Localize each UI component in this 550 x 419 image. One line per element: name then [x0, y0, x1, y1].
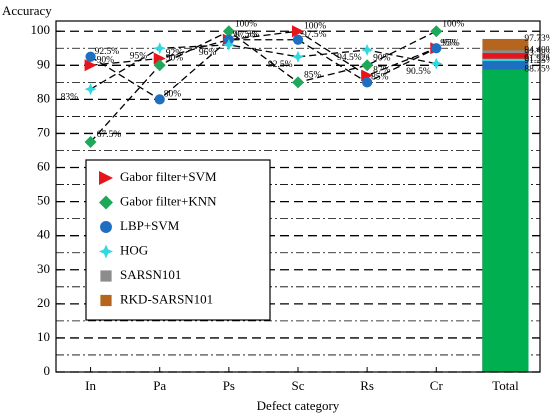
x-tick-label: Cr	[430, 378, 444, 393]
x-tick-label: Rs	[360, 378, 374, 393]
series-line	[90, 30, 437, 77]
value-label: 95%	[440, 38, 458, 48]
marker	[292, 76, 304, 89]
series-line	[90, 30, 437, 143]
value-label: 100%	[442, 19, 464, 29]
series-line	[90, 39, 437, 101]
legend: Gabor filter+SVM Gabor filter+KNN LBP+SVM H…	[85, 159, 271, 321]
value-label: 67.5%	[97, 130, 122, 140]
total-label: 91.25%	[524, 56, 550, 66]
marker	[153, 42, 166, 55]
legend-label: HOG	[120, 242, 148, 257]
value-label: 92%	[166, 49, 184, 59]
value-label: 95%	[130, 51, 148, 61]
marker	[292, 50, 304, 63]
y-tick-label: 30	[37, 261, 50, 276]
legend-label: RKD-SARSN101	[120, 291, 213, 306]
marker	[430, 57, 443, 70]
y-tick-label: 40	[37, 227, 50, 242]
value-label: 97.5%	[302, 30, 327, 40]
total-label: 91.92%	[524, 54, 550, 64]
total-label: 94.40%	[524, 45, 550, 55]
plot-frame	[55, 20, 541, 373]
marker	[362, 77, 373, 88]
marker	[84, 59, 97, 72]
value-label: 94.5%	[337, 53, 362, 63]
x-tick-label: Total	[492, 378, 519, 393]
marker	[100, 294, 112, 307]
marker	[100, 221, 112, 233]
marker	[154, 94, 165, 105]
marker	[292, 34, 304, 45]
marker	[99, 171, 113, 185]
marker	[84, 83, 97, 96]
y-tick-label: 70	[37, 124, 50, 139]
x-axis-title: Defect category	[257, 398, 340, 413]
value-label: 97.5%	[233, 30, 258, 40]
legend-box	[85, 159, 271, 321]
total-bars	[482, 38, 529, 373]
marker	[222, 25, 235, 38]
value-label: 90%	[166, 53, 184, 63]
marker	[431, 43, 442, 54]
value-label: 90%	[97, 55, 115, 65]
grid: 0 10 20 30 40 50 60 70 80 90 100 In Pa Ps Sc Rs Cr Total	[31, 22, 540, 393]
marker	[99, 244, 113, 259]
y-axis-title: Accuracy	[2, 3, 52, 18]
total-label: 88.75%	[524, 65, 550, 75]
value-label: 96%	[199, 48, 217, 58]
marker	[222, 38, 235, 51]
value-label: 85%	[304, 71, 322, 81]
marker	[361, 43, 374, 56]
legend-label: Gabor filter+KNN	[120, 193, 217, 208]
marker	[153, 59, 166, 72]
value-label: 100%	[304, 21, 326, 31]
value-label: 92.5%	[95, 47, 120, 57]
marker	[100, 270, 112, 282]
value-label: 92.5%	[268, 60, 293, 70]
marker	[430, 25, 443, 38]
legend-label: LBP+SVM	[120, 218, 180, 233]
x-tick-label: Sc	[292, 378, 305, 393]
y-tick-label: 50	[37, 193, 50, 208]
legend-label: SARSN101	[120, 267, 181, 282]
y-tick-label: 20	[37, 295, 50, 310]
x-tick-label: In	[85, 378, 96, 393]
marker	[153, 52, 166, 65]
value-label: 90%	[373, 53, 391, 63]
value-label: 80%	[164, 90, 182, 100]
value-label: 100%	[235, 19, 257, 29]
value-label: 87%	[373, 66, 391, 76]
value-label: 83%	[61, 92, 78, 102]
labels: 93.58%88.75%91.25%91.92%94.40%97.73%90%9…	[61, 19, 550, 140]
lines	[90, 30, 437, 143]
marker	[99, 195, 113, 210]
value-label: 90.5%	[406, 67, 431, 77]
y-tick-label: 90	[37, 56, 50, 71]
series-line	[90, 44, 437, 90]
y-tick-label: 0	[44, 363, 51, 378]
x-tick-label: Ps	[223, 378, 235, 393]
value-label: 85%	[371, 73, 389, 83]
marker	[85, 51, 96, 62]
total-bar	[482, 69, 529, 373]
y-tick-label: 100	[31, 22, 51, 37]
value-label: 97.5%	[235, 30, 260, 40]
total-label: 97.73%	[524, 34, 550, 44]
y-tick-label: 80	[37, 90, 50, 105]
value-label: 95%	[442, 38, 460, 48]
y-tick-label: 10	[37, 329, 50, 344]
marker	[361, 59, 374, 72]
x-tick-label: Pa	[153, 378, 166, 393]
marker	[292, 25, 304, 38]
marker	[84, 135, 97, 148]
total-label: 93.58%	[524, 48, 550, 58]
y-tick-label: 60	[37, 159, 50, 174]
legend-label: Gabor filter+SVM	[120, 169, 217, 184]
markers	[84, 25, 443, 148]
